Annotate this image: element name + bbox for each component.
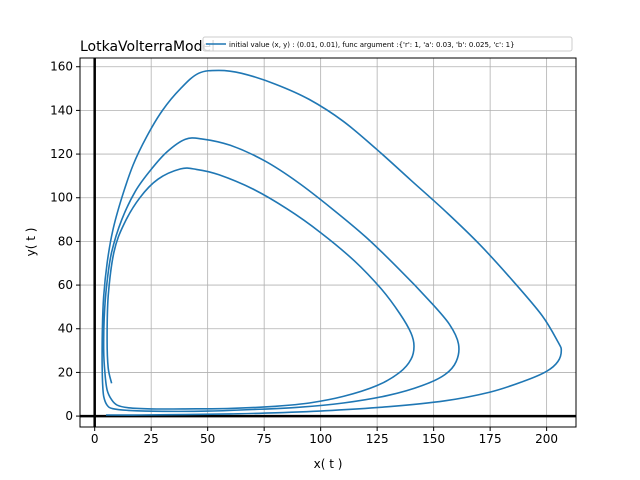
x-ticks: 0 25 50 75 100 125 150 175 200 <box>91 427 558 446</box>
y-axis-label: y( t ) <box>24 228 38 257</box>
y-tick-label: 100 <box>50 191 73 205</box>
y-tick-label: 160 <box>50 60 73 74</box>
plot-frame <box>79 57 577 428</box>
x-tick-label: 0 <box>91 432 99 446</box>
y-tick-label: 120 <box>50 147 73 161</box>
y-ticks: 0 20 40 60 80 100 120 140 160 <box>50 60 80 423</box>
x-tick-label: 50 <box>200 432 215 446</box>
legend-label: initial value (x, y) : (0.01, 0.01), fun… <box>229 41 515 49</box>
y-tick-label: 20 <box>58 365 73 379</box>
y-tick-label: 40 <box>58 322 73 336</box>
x-tick-label: 125 <box>366 432 389 446</box>
x-tick-label: 150 <box>422 432 445 446</box>
x-tick-label: 25 <box>144 432 159 446</box>
series-layer <box>101 69 563 416</box>
x-axis-label: x( t ) <box>314 457 343 471</box>
legend-box <box>202 36 573 52</box>
x-tick-label: 75 <box>257 432 272 446</box>
y-tick-label: 60 <box>58 278 73 292</box>
x-tick-label: 175 <box>479 432 502 446</box>
chart-title: LotkaVolterraModel <box>80 39 215 55</box>
y-tick-label: 0 <box>65 409 73 423</box>
origin-axis-lines <box>80 58 576 427</box>
series-line-0 <box>101 69 563 416</box>
plot-area <box>80 58 576 427</box>
y-tick-label: 80 <box>58 234 73 248</box>
x-tick-label: 200 <box>535 432 558 446</box>
y-tick-label: 140 <box>50 103 73 117</box>
legend[interactable]: initial value (x, y) : (0.01, 0.01), fun… <box>202 36 573 52</box>
x-tick-label: 100 <box>309 432 332 446</box>
